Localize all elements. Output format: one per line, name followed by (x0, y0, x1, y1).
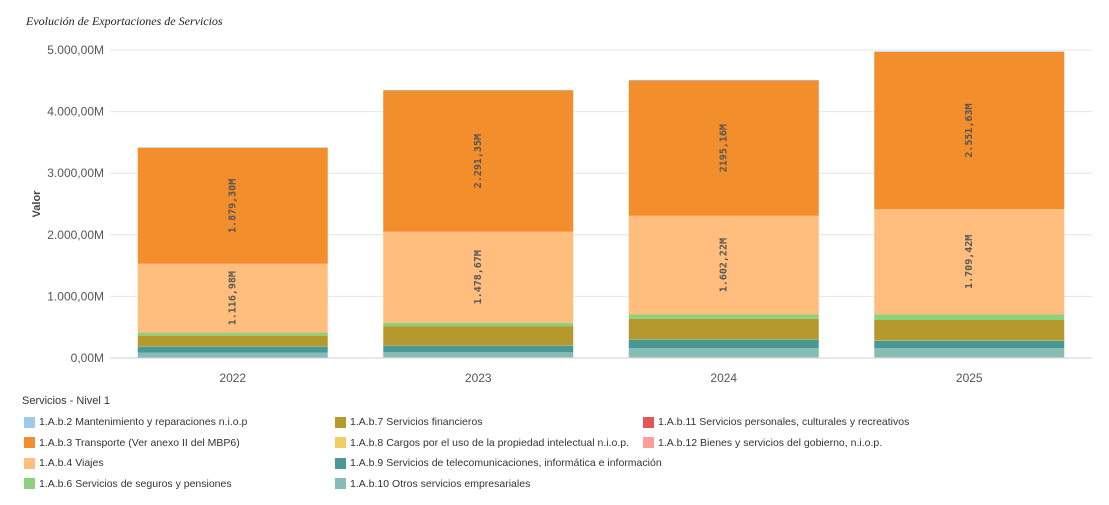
legend-item[interactable]: 1.A.b.4 Viajes (24, 455, 104, 471)
legend-label: 1.A.b.3 Transporte (Ver anexo II del MBP… (39, 436, 240, 449)
bar-segment (383, 352, 574, 358)
legend-item[interactable]: 1.A.b.7 Servicios financieros (335, 414, 482, 430)
legend-label: 1.A.b.10 Otros servicios empresariales (350, 477, 531, 490)
bar-segment (628, 348, 819, 358)
data-label: 2.551,63M (964, 103, 975, 157)
legend-label: 1.A.b.6 Servicios de seguros y pensiones (39, 477, 232, 490)
bar-segment (383, 345, 574, 353)
legend-item[interactable]: 1.A.b.12 Bienes y servicios del gobierno… (643, 435, 882, 451)
y-tick-label: 0,00M (71, 351, 104, 365)
bar-segment (628, 215, 819, 315)
legend-label: 1.A.b.12 Bienes y servicios del gobierno… (658, 436, 883, 449)
data-label: 1.602,22M (719, 238, 730, 292)
legend-title: Servicios - Nivel 1 (22, 395, 111, 407)
bar-segment (874, 319, 1065, 341)
bars: 1.116,98M 1.879,30M 1.478,67M 2.291,35M 1.60… (137, 51, 1065, 358)
legend-item[interactable]: 1.A.b.2 Mantenimiento y reparaciones n.i… (24, 414, 247, 430)
legend-item[interactable]: 1.A.b.6 Servicios de seguros y pensiones (24, 476, 232, 492)
legend-item[interactable]: 1.A.b.9 Servicios de telecomunicaciones,… (335, 455, 662, 471)
legend-item[interactable]: 1.A.b.3 Transporte (Ver anexo II del MBP… (24, 435, 240, 451)
y-tick-label: 3.000,00M (47, 166, 104, 180)
legend-label: 1.A.b.11 Servicios personales, culturale… (658, 416, 910, 428)
bar-segment (383, 89, 574, 91)
legend-swatch (643, 416, 654, 428)
bar-segment (628, 339, 819, 349)
legend-label: 1.A.b.9 Servicios de telecomunicaciones,… (350, 457, 662, 469)
legend-swatch (643, 437, 654, 448)
legend-item[interactable]: 1.A.b.8 Cargos por el uso de la propieda… (335, 435, 629, 451)
bar-segment (874, 51, 1065, 210)
bar-segment (874, 209, 1065, 315)
bar-segment (628, 318, 819, 340)
y-tick-label: 2.000,00M (47, 228, 104, 242)
legend-swatch (24, 437, 35, 448)
y-axis-label: Valor (31, 190, 43, 218)
bar-segment (383, 231, 574, 323)
legend-label: 1.A.b.8 Cargos por el uso de la propieda… (350, 436, 630, 449)
x-tick-label: 2024 (710, 371, 737, 385)
legend-label: 1.A.b.7 Servicios financieros (350, 416, 483, 428)
bar-segment (628, 80, 819, 216)
y-tick-label: 5.000,00M (47, 43, 104, 57)
bar-segment (137, 147, 328, 264)
x-tick-label: 2025 (956, 371, 983, 385)
data-label: 1.709,42M (964, 235, 975, 289)
legend-swatch (24, 478, 35, 489)
y-tick-label: 1.000,00M (47, 289, 104, 303)
legend-item[interactable]: 1.A.b.11 Servicios personales, culturale… (643, 414, 909, 430)
legend-swatch (335, 416, 346, 428)
x-tick-label: 2023 (465, 371, 492, 385)
stacked-bar-chart: 0,00M 1.000,00M 2.000,00M 3.000,00M 4.000,00… (31, 43, 1092, 385)
bar-segment (137, 352, 328, 358)
y-tick-label: 4.000,00M (47, 105, 104, 119)
legend-swatch (335, 457, 346, 469)
data-label: 1.116,98M (228, 271, 239, 325)
bar-segment (383, 322, 574, 327)
bar-segment (137, 263, 328, 333)
bar-segment (874, 51, 1065, 52)
bar-segment (874, 340, 1065, 349)
legend-label: 1.A.b.2 Mantenimiento y reparaciones n.i… (39, 416, 248, 428)
legend: 1.A.b.2 Mantenimiento y reparaciones n.i… (24, 414, 1024, 504)
y-axis: 0,00M 1.000,00M 2.000,00M 3.000,00M 4.000,00… (47, 43, 104, 365)
bar-segment (874, 348, 1065, 358)
bar-segment (137, 335, 328, 347)
bar-segment (137, 332, 328, 336)
bar-segment (628, 314, 819, 319)
data-label: 1.879,30M (228, 179, 239, 233)
bar-segment (628, 79, 819, 81)
bar-segment (383, 326, 574, 346)
legend-swatch (335, 437, 346, 448)
bar-segment (383, 90, 574, 232)
bar-segment (874, 314, 1065, 320)
bar-segment (137, 346, 328, 353)
bar-segment (137, 147, 328, 148)
data-label: 2195,16M (719, 124, 730, 172)
legend-item[interactable]: 1.A.b.10 Otros servicios empresariales (335, 476, 530, 492)
legend-label: 1.A.b.4 Viajes (39, 457, 104, 469)
x-tick-label: 2022 (219, 371, 246, 385)
chart-title: Evolución de Exportaciones de Servicios (26, 14, 223, 28)
x-axis: 2022 2023 2024 2025 (110, 357, 1092, 385)
legend-swatch (24, 416, 35, 428)
legend-swatch (335, 478, 346, 489)
legend-swatch (24, 457, 35, 469)
data-label: 2.291,35M (473, 134, 484, 188)
data-label: 1.478,67M (473, 250, 484, 304)
